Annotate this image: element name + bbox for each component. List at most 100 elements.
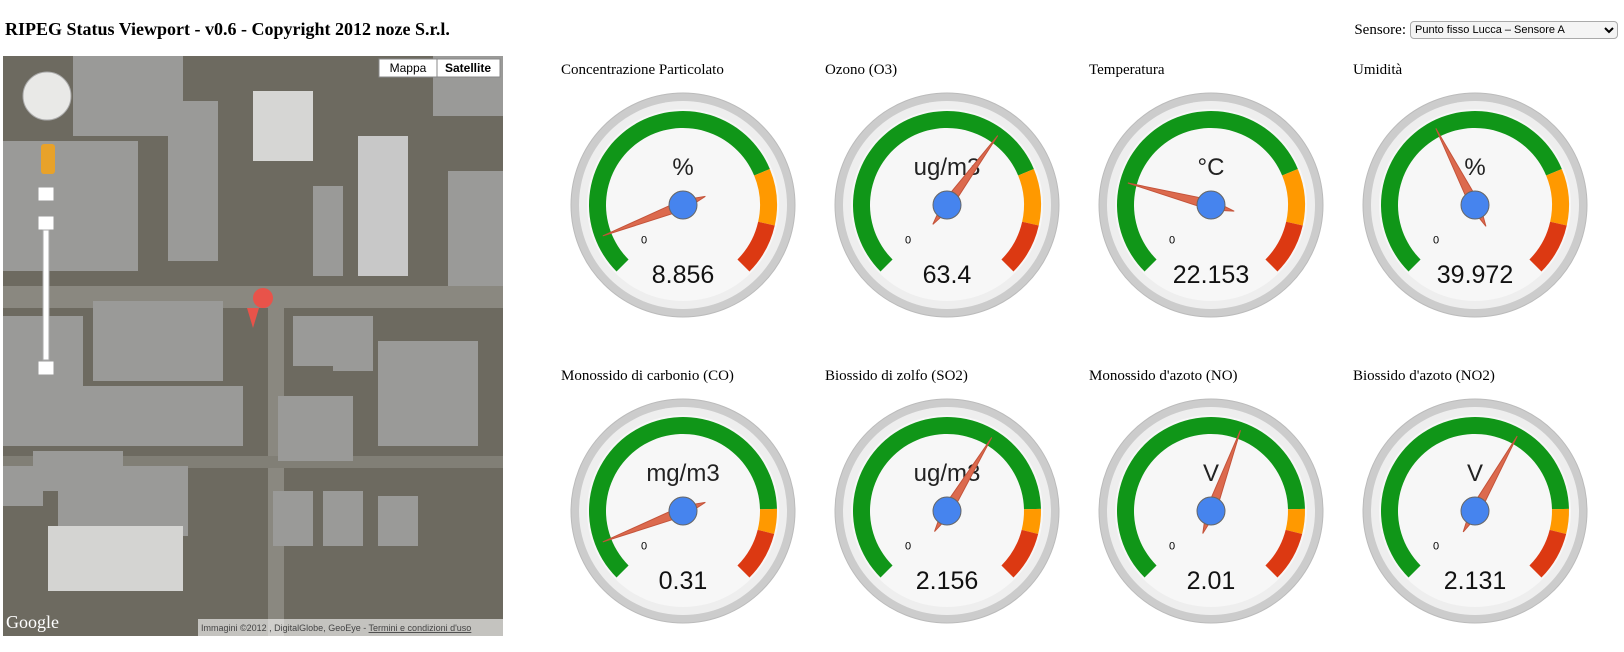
page-title: RIPEG Status Viewport - v0.6 - Copyright… [5, 19, 450, 39]
gauge-title: Monossido d'azoto (NO) [1089, 368, 1238, 384]
gauge-band [1117, 110, 1298, 272]
gauge-ring [579, 407, 787, 615]
gauge-rim [1098, 398, 1324, 624]
gauge-band [1018, 169, 1041, 226]
gauge-band [737, 221, 775, 272]
gauge-hub [1196, 190, 1226, 220]
gauge-min-label: 0 [1169, 235, 1175, 247]
gauge-value-label: 39.972 [1437, 261, 1513, 289]
gauge-hub [1196, 496, 1226, 526]
gauge-min-label: 0 [641, 235, 647, 247]
gauge-needle [1462, 435, 1518, 533]
gauge-unit: °C [1198, 154, 1225, 181]
gauge-face [587, 415, 779, 607]
gauge-face [587, 109, 779, 301]
gauge-min-label: 0 [1433, 235, 1439, 247]
gauge-unit: % [1464, 154, 1485, 181]
gauge-needle [602, 501, 706, 543]
gauge-face [1379, 415, 1571, 607]
gauge-unit: ug/m3 [914, 154, 981, 181]
gauge-title: Concentrazione Particolato [561, 62, 724, 78]
map-logo: Google [6, 612, 59, 632]
gauge-value-label: 22.153 [1173, 261, 1249, 289]
gauge-hub [1460, 190, 1490, 220]
gauge-hub [668, 496, 698, 526]
gauge-needle [1127, 182, 1235, 212]
gauge-needle [1435, 128, 1487, 227]
gauge-title: Monossido di carbonio (CO) [561, 368, 734, 384]
gauge-rim [834, 92, 1060, 318]
gauge-band [754, 169, 777, 226]
gauge-needle [934, 437, 993, 532]
gauge-face [851, 415, 1043, 607]
gauge-band [1001, 221, 1039, 272]
gauge-band [1116, 416, 1305, 578]
gauge-value-label: 2.156 [916, 567, 979, 595]
gauge-band [1021, 508, 1041, 534]
terms-link[interactable]: Termini e condizioni d'uso [369, 623, 472, 633]
gauge-band [1001, 529, 1039, 578]
gauge-needle [1202, 430, 1241, 534]
gauge-band [737, 529, 775, 578]
gauge-title: Umidità [1353, 62, 1403, 78]
map-attribution: Immagini ©2012 , DigitalGlobe, GeoEye - … [201, 623, 471, 633]
gauge-ring [579, 101, 787, 309]
gauge-rim [570, 398, 796, 624]
gauge-min-label: 0 [1169, 541, 1175, 553]
gauge-band [1285, 508, 1305, 534]
gauge-unit: mg/m3 [646, 460, 719, 487]
gauge-band [1380, 416, 1569, 578]
gauge-title: Biossido d'azoto (NO2) [1353, 368, 1495, 384]
gauge-band [588, 110, 770, 272]
gauge-band [1282, 169, 1305, 226]
map-type-button[interactable]: Satellite [445, 61, 491, 75]
gauge-hub [668, 190, 698, 220]
gauge-needle [602, 195, 706, 237]
gauge-band [1546, 169, 1569, 226]
gauge-hub [1460, 496, 1490, 526]
gauge-value-label: 2.01 [1187, 567, 1236, 595]
gauge-band [1549, 508, 1569, 534]
gauge-unit: V [1467, 460, 1483, 487]
gauge-needle [932, 135, 999, 225]
gauge-title: Biossido di zolfo (SO2) [825, 368, 968, 384]
attribution: Immagini ©2012 , DigitalGlobe, GeoEye - [201, 623, 369, 633]
gauge-band [757, 508, 777, 534]
gauge-unit: ug/m3 [914, 460, 981, 487]
gauge-hub [932, 496, 962, 526]
sensor-picker: Sensore: Punto fisso Lucca – Sensore A [1354, 21, 1618, 39]
map: Mappa Satellite Google Immagini ©2012 , … [3, 56, 503, 636]
gauge-rim [570, 92, 796, 318]
gauge-ring [1371, 407, 1579, 615]
gauge-face [1379, 109, 1571, 301]
gauge-rim [834, 398, 1060, 624]
gauge-min-label: 0 [905, 235, 911, 247]
gauge-band [1529, 221, 1567, 272]
gauge-hub [932, 190, 962, 220]
gauge-face [1115, 415, 1307, 607]
gauge-value-label: 8.856 [652, 261, 715, 289]
gauge-ring [843, 407, 1051, 615]
gauge-min-label: 0 [1433, 541, 1439, 553]
sensor-select[interactable]: Punto fisso Lucca – Sensore A [1410, 21, 1618, 39]
gauge-band [1529, 529, 1567, 578]
gauge-value-label: 2.131 [1444, 567, 1507, 595]
gauge-ring [1371, 101, 1579, 309]
gauge-title: Ozono (O3) [825, 62, 897, 78]
gauge-title: Temperatura [1089, 62, 1165, 78]
gauge-rim [1362, 398, 1588, 624]
gauge-band [853, 111, 1034, 272]
gauge-min-label: 0 [641, 541, 647, 553]
gauge-unit: % [672, 154, 693, 181]
gauge-rim [1098, 92, 1324, 318]
gauge-min-label: 0 [905, 541, 911, 553]
gauge-value-label: 63.4 [923, 261, 972, 289]
sensor-label: Sensore: [1354, 21, 1406, 38]
gauge-ring [1107, 407, 1315, 615]
gauge-value-label: 0.31 [659, 567, 708, 595]
gauge-face [851, 109, 1043, 301]
gauge-face [1115, 109, 1307, 301]
map-type-button[interactable]: Mappa [390, 61, 427, 75]
gauge-rim [1362, 92, 1588, 318]
